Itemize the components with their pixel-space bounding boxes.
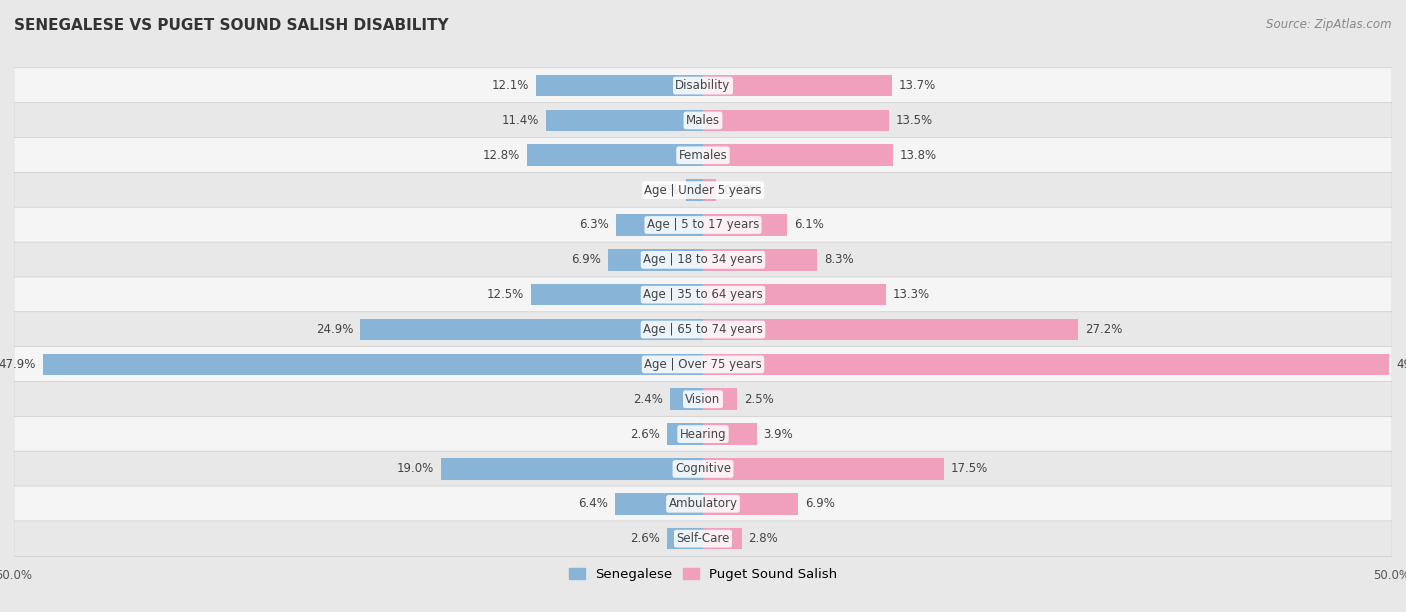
Bar bbox=[703, 75, 891, 97]
Bar bbox=[546, 110, 703, 131]
Text: 8.3%: 8.3% bbox=[824, 253, 853, 266]
Bar bbox=[686, 179, 703, 201]
Text: Males: Males bbox=[686, 114, 720, 127]
Bar bbox=[703, 354, 1389, 375]
FancyBboxPatch shape bbox=[14, 381, 1392, 417]
Text: Age | Over 75 years: Age | Over 75 years bbox=[644, 358, 762, 371]
Text: 12.5%: 12.5% bbox=[486, 288, 524, 301]
Text: Age | 5 to 17 years: Age | 5 to 17 years bbox=[647, 218, 759, 231]
FancyBboxPatch shape bbox=[14, 521, 1392, 556]
Bar bbox=[527, 144, 703, 166]
Text: Females: Females bbox=[679, 149, 727, 162]
Text: Hearing: Hearing bbox=[679, 428, 727, 441]
FancyBboxPatch shape bbox=[14, 103, 1392, 138]
Text: 47.9%: 47.9% bbox=[0, 358, 37, 371]
Bar bbox=[703, 110, 889, 131]
Bar bbox=[44, 354, 703, 375]
Bar bbox=[669, 389, 703, 410]
Bar bbox=[614, 493, 703, 515]
Text: 2.8%: 2.8% bbox=[748, 532, 778, 545]
FancyBboxPatch shape bbox=[14, 277, 1392, 313]
Text: 49.8%: 49.8% bbox=[1396, 358, 1406, 371]
Text: Cognitive: Cognitive bbox=[675, 463, 731, 476]
Text: 6.9%: 6.9% bbox=[571, 253, 600, 266]
Bar bbox=[531, 284, 703, 305]
Text: 12.8%: 12.8% bbox=[482, 149, 520, 162]
Text: 6.9%: 6.9% bbox=[806, 498, 835, 510]
Bar bbox=[703, 493, 799, 515]
Bar bbox=[703, 389, 738, 410]
Text: 6.3%: 6.3% bbox=[579, 218, 609, 231]
FancyBboxPatch shape bbox=[14, 138, 1392, 173]
Text: 2.5%: 2.5% bbox=[744, 393, 775, 406]
Bar bbox=[703, 249, 817, 271]
Bar bbox=[668, 528, 703, 550]
Text: 13.7%: 13.7% bbox=[898, 79, 936, 92]
Bar bbox=[616, 214, 703, 236]
Text: 19.0%: 19.0% bbox=[396, 463, 434, 476]
Text: Age | 65 to 74 years: Age | 65 to 74 years bbox=[643, 323, 763, 336]
FancyBboxPatch shape bbox=[14, 207, 1392, 243]
Legend: Senegalese, Puget Sound Salish: Senegalese, Puget Sound Salish bbox=[564, 563, 842, 586]
Text: SENEGALESE VS PUGET SOUND SALISH DISABILITY: SENEGALESE VS PUGET SOUND SALISH DISABIL… bbox=[14, 18, 449, 34]
Text: Age | Under 5 years: Age | Under 5 years bbox=[644, 184, 762, 196]
Text: 6.1%: 6.1% bbox=[794, 218, 824, 231]
Text: Age | 18 to 34 years: Age | 18 to 34 years bbox=[643, 253, 763, 266]
Text: Source: ZipAtlas.com: Source: ZipAtlas.com bbox=[1267, 18, 1392, 31]
Text: 6.4%: 6.4% bbox=[578, 498, 607, 510]
FancyBboxPatch shape bbox=[14, 346, 1392, 382]
Text: 1.2%: 1.2% bbox=[650, 184, 679, 196]
Bar bbox=[703, 319, 1078, 340]
Bar bbox=[360, 319, 703, 340]
Bar bbox=[703, 284, 886, 305]
FancyBboxPatch shape bbox=[14, 312, 1392, 348]
Text: Disability: Disability bbox=[675, 79, 731, 92]
Text: 12.1%: 12.1% bbox=[492, 79, 530, 92]
Text: 11.4%: 11.4% bbox=[502, 114, 538, 127]
Bar bbox=[703, 528, 741, 550]
Bar bbox=[703, 424, 756, 445]
Text: Ambulatory: Ambulatory bbox=[668, 498, 738, 510]
Text: 17.5%: 17.5% bbox=[950, 463, 988, 476]
Text: 13.5%: 13.5% bbox=[896, 114, 934, 127]
FancyBboxPatch shape bbox=[14, 416, 1392, 452]
FancyBboxPatch shape bbox=[14, 68, 1392, 103]
Bar bbox=[668, 424, 703, 445]
Text: 13.3%: 13.3% bbox=[893, 288, 931, 301]
Text: 0.97%: 0.97% bbox=[723, 184, 761, 196]
Text: 27.2%: 27.2% bbox=[1084, 323, 1122, 336]
Bar bbox=[703, 144, 893, 166]
Text: 2.6%: 2.6% bbox=[630, 428, 661, 441]
Text: Vision: Vision bbox=[685, 393, 721, 406]
Text: 3.9%: 3.9% bbox=[763, 428, 793, 441]
FancyBboxPatch shape bbox=[14, 451, 1392, 487]
Bar bbox=[441, 458, 703, 480]
Bar bbox=[607, 249, 703, 271]
Text: Age | 35 to 64 years: Age | 35 to 64 years bbox=[643, 288, 763, 301]
FancyBboxPatch shape bbox=[14, 486, 1392, 521]
Bar bbox=[703, 214, 787, 236]
Bar bbox=[703, 179, 717, 201]
Text: 24.9%: 24.9% bbox=[315, 323, 353, 336]
Bar bbox=[703, 458, 945, 480]
Text: 2.4%: 2.4% bbox=[633, 393, 664, 406]
Text: 13.8%: 13.8% bbox=[900, 149, 938, 162]
FancyBboxPatch shape bbox=[14, 173, 1392, 208]
Bar bbox=[536, 75, 703, 97]
FancyBboxPatch shape bbox=[14, 242, 1392, 278]
Text: 2.6%: 2.6% bbox=[630, 532, 661, 545]
Text: Self-Care: Self-Care bbox=[676, 532, 730, 545]
